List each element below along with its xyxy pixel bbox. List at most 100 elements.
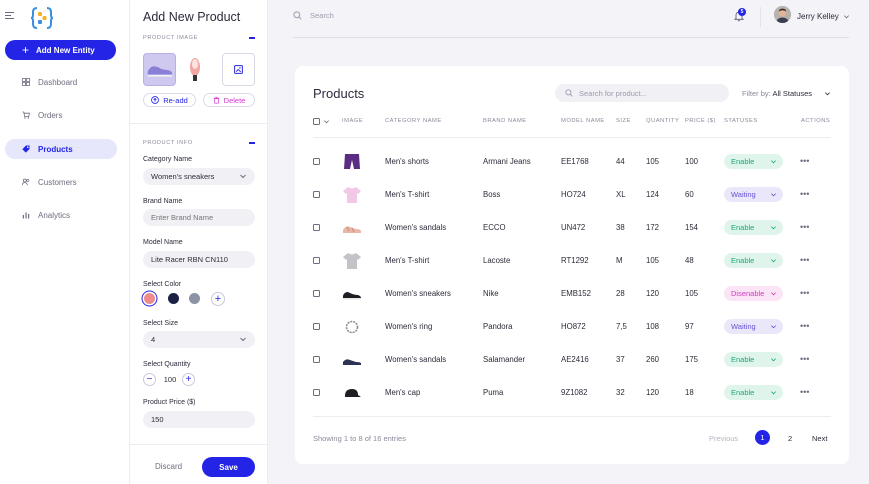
user-avatar-icon xyxy=(774,6,791,23)
quantity-value[interactable]: 100 xyxy=(163,375,177,384)
brand-name-input[interactable] xyxy=(143,209,255,226)
row-checkbox[interactable] xyxy=(313,224,320,231)
cell-price: 100 xyxy=(685,157,699,166)
status-badge[interactable]: Waiting xyxy=(724,187,783,202)
topbar-separator xyxy=(760,7,761,27)
price-input[interactable]: 150 xyxy=(143,411,255,428)
row-checkbox[interactable] xyxy=(313,323,320,330)
price-label: Product Price ($) xyxy=(143,399,196,406)
chevron-down-icon xyxy=(771,193,776,197)
add-product-panel: Add New Product PRODUCT IMAGE Re-add Del… xyxy=(130,0,268,484)
more-actions-icon[interactable]: ••• xyxy=(800,387,810,397)
table-row[interactable]: Men's shorts Armani Jeans EE1768 44 105 … xyxy=(295,145,849,178)
more-actions-icon[interactable]: ••• xyxy=(800,156,810,166)
color-swatch[interactable] xyxy=(189,293,200,304)
pagination-page-2[interactable]: 2 xyxy=(788,434,793,443)
filter-value: All Statuses xyxy=(772,89,813,98)
cell-size: 7,5 xyxy=(616,322,627,331)
category-select[interactable]: Women's sneakers xyxy=(143,168,255,185)
chevron-down-icon[interactable] xyxy=(824,90,831,97)
minus-icon: − xyxy=(146,373,153,385)
table-row[interactable]: Women's ring Pandora HO872 7,5 108 97 Wa… xyxy=(295,310,849,343)
table-row[interactable]: Men's T-shirt Lacoste RT1292 M 105 48 En… xyxy=(295,244,849,277)
row-checkbox[interactable] xyxy=(313,191,320,198)
status-label: Enable xyxy=(731,223,755,232)
products-title: Products xyxy=(313,86,365,101)
chevron-down-icon xyxy=(771,160,776,164)
more-actions-icon[interactable]: ••• xyxy=(800,189,810,199)
nav-item-dashboard[interactable]: Dashboard xyxy=(5,72,117,92)
global-search[interactable]: Search xyxy=(293,11,334,20)
table-row[interactable]: Men's T-shirt Boss HO724 XL 124 60 Waiti… xyxy=(295,178,849,211)
tshirt-icon xyxy=(343,253,361,269)
select-all-checkbox[interactable] xyxy=(313,118,320,125)
discard-button[interactable]: Discard xyxy=(155,462,183,471)
model-name-input[interactable]: Lite Racer RBN CN110 xyxy=(143,251,255,268)
chevron-down-icon[interactable] xyxy=(843,13,850,20)
row-checkbox[interactable] xyxy=(313,257,320,264)
color-swatch-selected[interactable] xyxy=(144,293,155,304)
delete-image-button[interactable]: Delete xyxy=(203,93,255,107)
row-checkbox[interactable] xyxy=(313,389,320,396)
size-select[interactable]: 4 xyxy=(143,331,255,348)
row-checkbox[interactable] xyxy=(313,356,320,363)
more-actions-icon[interactable]: ••• xyxy=(800,354,810,364)
status-badge[interactable]: Waiting xyxy=(724,319,783,334)
row-checkbox[interactable] xyxy=(313,290,320,297)
status-badge[interactable]: Enable xyxy=(724,220,783,235)
menu-icon[interactable] xyxy=(5,12,14,21)
product-image-thumb-selected[interactable] xyxy=(143,53,176,86)
add-new-entity-button[interactable]: + Add New Entity xyxy=(5,40,116,60)
table-row[interactable]: Men's cap Puma 9Z1082 32 120 18 Enable •… xyxy=(295,376,849,409)
more-actions-icon[interactable]: ••• xyxy=(800,255,810,265)
status-filter[interactable]: Filter by: All Statuses xyxy=(742,89,812,98)
notification-badge: 5 xyxy=(738,8,746,16)
cell-brand: Salamander xyxy=(483,355,526,364)
nav-item-products[interactable]: Products xyxy=(5,139,117,159)
quantity-increment-button[interactable]: + xyxy=(182,373,195,386)
column-header-actions: ACTIONS xyxy=(801,118,831,124)
collapse-info-section-icon[interactable] xyxy=(249,142,255,144)
row-checkbox[interactable] xyxy=(313,158,320,165)
category-label: Category Name xyxy=(143,156,193,163)
avatar[interactable] xyxy=(774,6,791,23)
nav-item-customers[interactable]: Customers xyxy=(5,172,117,192)
cell-price: 60 xyxy=(685,190,694,199)
chevron-down-icon[interactable] xyxy=(323,118,330,125)
product-search-placeholder: Search for product... xyxy=(579,88,647,98)
status-badge[interactable]: Enable xyxy=(724,385,783,400)
more-actions-icon[interactable]: ••• xyxy=(800,222,810,232)
product-search-input[interactable]: Search for product... xyxy=(555,84,729,102)
pagination-next[interactable]: Next xyxy=(812,434,828,443)
status-badge[interactable]: Enable xyxy=(724,352,783,367)
customers-icon xyxy=(22,178,30,186)
collapse-image-section-icon[interactable] xyxy=(249,37,255,39)
table-row[interactable]: Women's sneakers Nike EMB152 28 120 105 … xyxy=(295,277,849,310)
cell-price: 175 xyxy=(685,355,699,364)
more-actions-icon[interactable]: ••• xyxy=(800,288,810,298)
search-icon xyxy=(293,11,302,20)
status-badge[interactable]: Enable xyxy=(724,154,783,169)
tshirt-icon xyxy=(343,187,361,203)
pagination-page-1[interactable]: 1 xyxy=(755,430,770,445)
color-swatch[interactable] xyxy=(168,293,179,304)
save-button[interactable]: Save xyxy=(202,457,255,477)
upload-image-button[interactable] xyxy=(222,53,255,86)
nav-item-analytics[interactable]: Analytics xyxy=(5,205,117,225)
cell-quantity: 120 xyxy=(646,289,660,298)
readd-image-button[interactable]: Re-add xyxy=(143,93,196,107)
quantity-decrement-button[interactable]: − xyxy=(143,373,156,386)
user-name[interactable]: Jerry Kelley xyxy=(797,12,839,21)
table-row[interactable]: Women's sandals Salamander AE2416 37 260… xyxy=(295,343,849,376)
status-badge[interactable]: Disenable xyxy=(724,286,783,301)
cell-size: 32 xyxy=(616,388,625,397)
more-actions-icon[interactable]: ••• xyxy=(800,321,810,331)
nav-item-orders[interactable]: Orders xyxy=(5,105,117,125)
add-color-button[interactable]: + xyxy=(211,292,225,306)
pagination-previous[interactable]: Previous xyxy=(709,434,739,443)
cell-category: Women's sandals xyxy=(385,355,447,364)
product-image-thumb[interactable] xyxy=(178,53,211,86)
status-badge[interactable]: Enable xyxy=(724,253,783,268)
table-row[interactable]: Women's sandals ECCO UN472 38 172 154 En… xyxy=(295,211,849,244)
cell-model: 9Z1082 xyxy=(561,388,588,397)
